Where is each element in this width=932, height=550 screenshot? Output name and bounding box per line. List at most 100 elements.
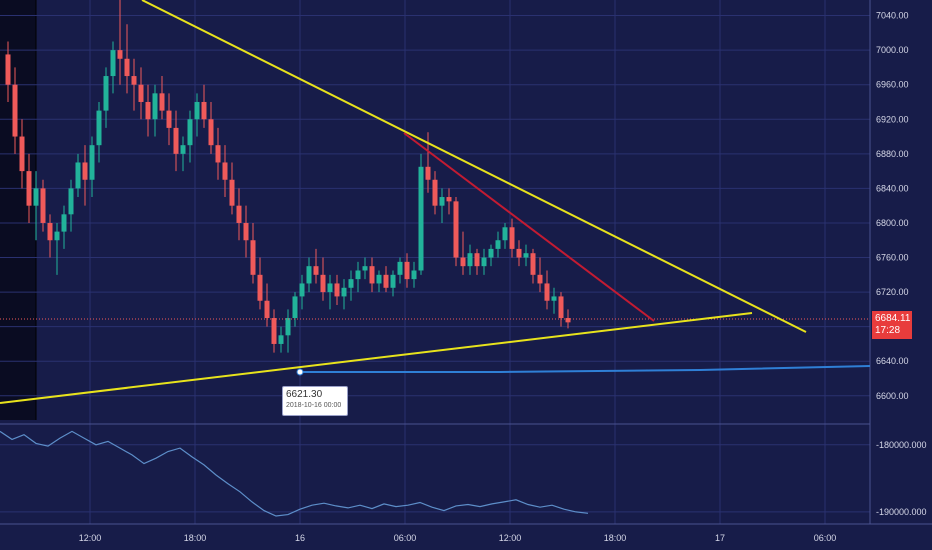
blue-horizontal-line[interactable] xyxy=(300,365,871,373)
candle-body xyxy=(439,197,445,206)
time-tick-label: 16 xyxy=(295,533,305,543)
price-tick-label: 6760.00 xyxy=(876,253,909,263)
candle-body xyxy=(208,119,214,146)
candle-body xyxy=(376,274,382,284)
candle-body xyxy=(551,296,557,301)
candle-body xyxy=(166,110,172,128)
candle-body xyxy=(47,222,53,241)
candle-body xyxy=(404,261,410,280)
price-tick-label: 6920.00 xyxy=(876,114,909,124)
price-tick-label: 7000.00 xyxy=(876,45,909,55)
candle-body xyxy=(75,162,81,189)
osc-tick-label: -190000.000 xyxy=(876,507,927,517)
lower-trendline[interactable] xyxy=(0,312,753,404)
candle-body xyxy=(103,76,109,111)
oscillator-pane xyxy=(0,430,589,517)
upper-trendline[interactable] xyxy=(141,0,807,333)
tooltip-price: 6621.30 xyxy=(286,389,323,400)
candle-body xyxy=(348,279,354,288)
candle-body xyxy=(362,266,368,271)
price-tick-label: 6720.00 xyxy=(876,287,909,297)
time-tick-label: 18:00 xyxy=(184,533,207,543)
price-tick-label: 6880.00 xyxy=(876,149,909,159)
time-tick-label: 17 xyxy=(715,533,725,543)
candle-body xyxy=(523,253,529,258)
candle-body xyxy=(61,214,67,232)
candle-body xyxy=(299,283,305,297)
candle-body xyxy=(26,171,32,206)
candle-body xyxy=(306,266,312,284)
candle-body xyxy=(257,274,263,301)
candle-body xyxy=(159,93,165,111)
candle-body xyxy=(355,270,361,280)
candle-body xyxy=(194,101,200,120)
candle-body xyxy=(250,240,256,275)
candle-body xyxy=(236,205,242,223)
price-tick-label: 6600.00 xyxy=(876,391,909,401)
left-dark-region xyxy=(0,0,36,420)
last-price-badge: 6684.11 17:28 xyxy=(872,311,912,339)
price-tick-label: 6840.00 xyxy=(876,183,909,193)
candle-body xyxy=(138,84,144,102)
blue-line-handle[interactable] xyxy=(296,368,304,376)
candle-body xyxy=(488,248,494,258)
candle-body xyxy=(278,335,284,344)
time-tick-label: 06:00 xyxy=(814,533,837,543)
candle-body xyxy=(334,283,340,297)
candle-body xyxy=(544,283,550,301)
candlestick-series xyxy=(5,0,571,353)
price-tick-label: 7040.00 xyxy=(876,11,909,21)
candle-body xyxy=(460,257,466,267)
oscillator-axis-background xyxy=(870,424,932,524)
candle-body xyxy=(68,188,74,215)
candle-body xyxy=(446,197,452,202)
candle-body xyxy=(54,231,60,241)
candle-body xyxy=(180,145,186,154)
candle-body xyxy=(320,274,326,293)
candle-body xyxy=(145,101,151,120)
candle-body xyxy=(565,318,571,323)
candle-body xyxy=(243,222,249,241)
candle-body xyxy=(432,179,438,206)
candle-body xyxy=(117,50,123,59)
time-tick-label: 12:00 xyxy=(79,533,102,543)
candle-body xyxy=(425,166,431,180)
candle-body xyxy=(222,162,228,180)
candle-body xyxy=(285,318,291,336)
candle-body xyxy=(502,227,508,241)
candle-body xyxy=(537,274,543,284)
candle-body xyxy=(369,266,375,284)
candle-body xyxy=(383,274,389,288)
price-axis-background xyxy=(870,0,932,424)
candle-body xyxy=(12,84,18,137)
candle-body xyxy=(418,166,424,271)
oscillator-axis-labels: -180000.000 -190000.000 xyxy=(876,440,927,517)
candle-body xyxy=(131,76,137,85)
candle-body xyxy=(33,188,39,206)
time-axis-labels: 12:00 18:00 16 06:00 12:00 18:00 17 06:00 xyxy=(79,533,837,543)
candle-body xyxy=(530,253,536,275)
candle-body xyxy=(110,50,116,77)
candle-body xyxy=(82,162,88,180)
candle-body xyxy=(481,257,487,267)
osc-tick-label: -180000.000 xyxy=(876,440,927,450)
candle-body xyxy=(96,110,102,146)
time-tick-label: 12:00 xyxy=(499,533,522,543)
candle-body xyxy=(201,101,207,120)
candle-body xyxy=(516,248,522,258)
candle-body xyxy=(5,54,11,85)
time-tick-label: 18:00 xyxy=(604,533,627,543)
candle-body xyxy=(453,201,459,258)
candle-body xyxy=(558,296,564,319)
candle-body xyxy=(313,266,319,275)
candle-body xyxy=(341,287,347,297)
candle-body xyxy=(467,253,473,267)
candle-body xyxy=(152,93,158,120)
candle-body xyxy=(229,179,235,206)
tooltip-date: 2018-10-16 00:00 xyxy=(286,402,342,409)
price-tick-label: 6800.00 xyxy=(876,218,909,228)
red-trendline[interactable] xyxy=(403,132,655,322)
price-tooltip: 6621.30 2018-10-16 00:00 xyxy=(282,386,348,416)
